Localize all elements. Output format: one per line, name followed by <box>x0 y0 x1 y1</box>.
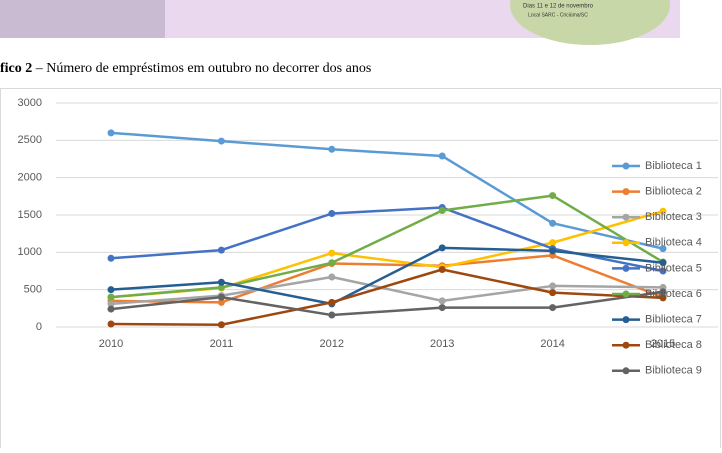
data-point <box>328 210 336 218</box>
legend-label: Biblioteca 6 <box>645 288 702 300</box>
data-point <box>549 239 557 247</box>
data-point <box>217 293 225 301</box>
legend-marker <box>622 188 630 196</box>
data-point <box>659 207 667 215</box>
data-point <box>328 249 336 257</box>
banner-image <box>0 0 165 38</box>
legend-label: Biblioteca 4 <box>645 237 702 249</box>
chart-frame <box>0 88 721 453</box>
banner-circle <box>510 0 670 45</box>
legend-label: Biblioteca 5 <box>645 262 702 274</box>
data-point <box>438 152 446 160</box>
legend-marker <box>622 162 630 170</box>
data-point <box>217 278 225 286</box>
data-point <box>217 298 225 306</box>
legend-marker <box>622 316 630 324</box>
data-point <box>549 304 557 312</box>
legend-marker <box>622 367 630 375</box>
caption-text: – Número de empréstimos em outubro no de… <box>35 61 372 76</box>
series-line <box>110 275 664 306</box>
series-line <box>110 246 664 306</box>
legend-label: Biblioteca 8 <box>645 339 702 351</box>
y-tick-label: 1500 <box>18 209 42 221</box>
data-point <box>438 297 446 305</box>
series-line <box>110 254 664 304</box>
y-tick-label: 500 <box>24 284 42 296</box>
y-tick-label: 0 <box>36 321 42 333</box>
data-point <box>328 311 336 319</box>
x-tick-label: 2012 <box>320 338 344 350</box>
data-point <box>217 283 225 291</box>
legend-marker <box>622 341 630 349</box>
caption: fico 2 – Número de empréstimos em outubr… <box>0 61 371 76</box>
data-point <box>549 289 557 297</box>
data-point <box>107 129 115 137</box>
series-line <box>110 290 664 317</box>
legend-label: Biblioteca 2 <box>645 186 702 198</box>
legend-marker <box>622 264 630 272</box>
data-point <box>107 300 115 308</box>
data-point <box>438 266 446 274</box>
data-point <box>659 245 667 253</box>
data-point <box>549 192 557 200</box>
data-point <box>107 286 115 294</box>
legend-marker <box>622 290 630 298</box>
banner-text: Local SARC - Criciúma/SC <box>528 12 588 18</box>
y-tick-label: 1000 <box>18 246 42 258</box>
x-tick-label: 2011 <box>210 338 234 350</box>
data-point <box>107 293 115 301</box>
legend-marker <box>622 213 630 221</box>
x-tick-label: 2013 <box>430 338 454 350</box>
x-tick-label: 2015 <box>651 338 675 350</box>
caption-label: fico 2 <box>0 61 32 76</box>
legend-label: Biblioteca 3 <box>645 211 702 223</box>
data-point <box>549 282 557 290</box>
data-point <box>217 137 225 145</box>
data-point <box>328 145 336 153</box>
data-point <box>328 273 336 281</box>
data-point <box>659 259 667 267</box>
legend-label: Biblioteca 7 <box>645 314 702 326</box>
data-point <box>107 320 115 328</box>
x-tick-label: 2010 <box>99 338 123 350</box>
series-line <box>110 268 664 327</box>
series-line <box>110 194 664 299</box>
y-tick-label: 2500 <box>18 134 42 146</box>
data-point <box>659 267 667 275</box>
data-point <box>438 207 446 215</box>
legend-label: Biblioteca 1 <box>645 160 702 172</box>
series-line <box>110 131 664 250</box>
plot: 0 500 1000 1500 2000 2500 3000 2010 2011 2012 2013… <box>18 97 718 377</box>
data-point <box>107 254 115 262</box>
data-point <box>328 298 336 306</box>
data-point <box>217 321 225 329</box>
data-point <box>217 246 225 254</box>
x-tick-label: 2014 <box>540 338 564 350</box>
banner-text: Dias 11 e 12 de novembro <box>523 4 594 10</box>
y-tick-label: 2000 <box>18 172 42 184</box>
data-point <box>107 305 115 313</box>
data-point <box>659 288 667 296</box>
data-point <box>328 259 336 267</box>
legend-marker <box>622 239 630 247</box>
legend-label: Biblioteca 9 <box>645 365 702 377</box>
data-point <box>549 247 557 255</box>
data-point <box>438 244 446 252</box>
data-point <box>438 304 446 312</box>
data-point <box>659 294 667 302</box>
y-tick-label: 3000 <box>18 97 42 109</box>
data-point <box>549 219 557 227</box>
